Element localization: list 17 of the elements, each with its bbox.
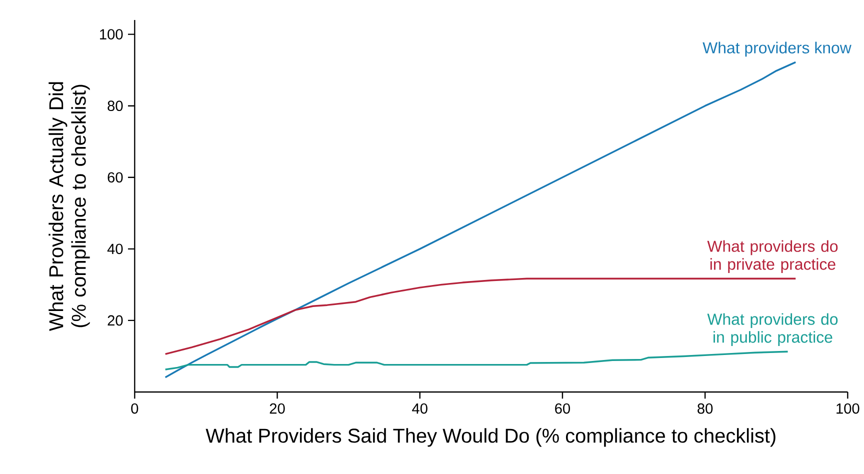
y-axis-title: What Providers Actually Did (% compliance to checklist)	[48, 82, 90, 332]
y-tick-label: 40	[107, 244, 123, 254]
y-tick-label: 80	[108, 100, 123, 112]
x-tick-label: 100	[836, 403, 860, 414]
x-axis-title: What Providers Said They Would Do (% compliance to checklist)	[206, 428, 776, 447]
series-label: What providers know	[702, 42, 852, 57]
series-label: What providers do in private practice	[707, 240, 838, 274]
x-tick-label: 40	[412, 403, 428, 414]
x-tick-label: 20	[270, 403, 285, 414]
y-tick-label: 20	[108, 315, 123, 326]
y-tick-label: 100	[100, 29, 123, 40]
line-series	[164, 350, 789, 370]
x-tick-label: 0	[131, 403, 138, 414]
series-label: What providers do in public practice	[707, 313, 838, 346]
y-tick-label: 60	[108, 172, 123, 183]
x-tick-label: 60	[555, 403, 570, 414]
x-tick-label: 80	[698, 403, 713, 414]
